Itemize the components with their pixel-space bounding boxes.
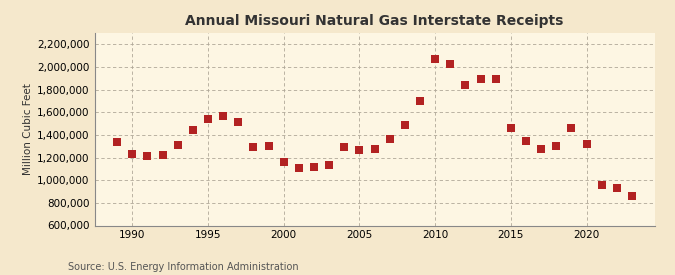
Text: Source: U.S. Energy Information Administration: Source: U.S. Energy Information Administ… — [68, 262, 298, 272]
Point — [278, 160, 289, 164]
Point — [324, 163, 335, 168]
Point — [248, 145, 259, 150]
Point — [233, 120, 244, 125]
Point — [188, 128, 198, 133]
Point — [339, 145, 350, 150]
Point — [263, 144, 274, 148]
Point — [354, 147, 365, 152]
Point — [414, 99, 425, 103]
Point — [566, 126, 577, 130]
Point — [294, 166, 304, 170]
Point — [400, 123, 410, 127]
Point — [202, 117, 213, 121]
Title: Annual Missouri Natural Gas Interstate Receipts: Annual Missouri Natural Gas Interstate R… — [186, 14, 564, 28]
Point — [172, 143, 183, 147]
Point — [490, 77, 501, 82]
Point — [612, 186, 622, 190]
Point — [536, 146, 547, 151]
Point — [581, 142, 592, 146]
Point — [157, 153, 168, 158]
Point — [127, 152, 138, 156]
Point — [551, 144, 562, 148]
Point — [112, 139, 123, 144]
Point — [384, 137, 395, 142]
Point — [142, 154, 153, 159]
Point — [430, 57, 441, 61]
Point — [460, 83, 471, 87]
Point — [218, 114, 229, 118]
Point — [369, 146, 380, 151]
Point — [626, 194, 637, 198]
Point — [308, 164, 319, 169]
Point — [506, 126, 516, 130]
Y-axis label: Million Cubic Feet: Million Cubic Feet — [23, 83, 33, 175]
Point — [520, 138, 531, 143]
Point — [475, 77, 486, 82]
Point — [445, 61, 456, 66]
Point — [596, 183, 607, 187]
